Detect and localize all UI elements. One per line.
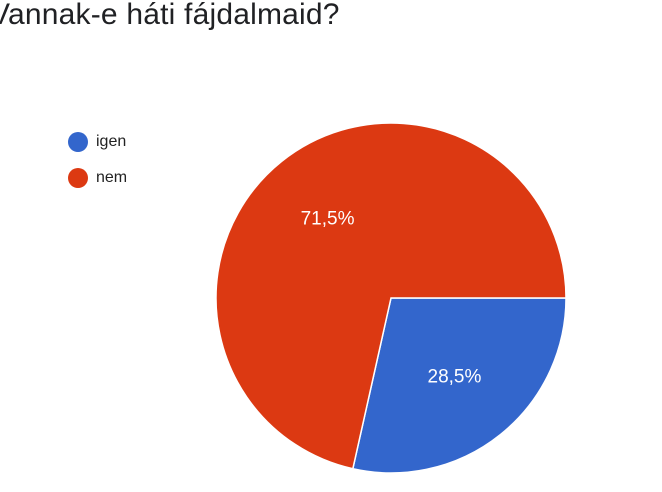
chart-title: Vannak-e háti fájdalmaid? bbox=[0, 0, 340, 31]
legend-item-nem[interactable]: nem bbox=[68, 166, 127, 190]
legend-swatch-igen bbox=[68, 132, 88, 152]
pie-slice-label-nem: 71,5% bbox=[301, 208, 355, 229]
legend-item-igen[interactable]: igen bbox=[68, 130, 127, 154]
legend-label-nem: nem bbox=[96, 169, 128, 186]
legend: igen nem bbox=[68, 130, 127, 202]
legend-label-igen: igen bbox=[96, 133, 127, 150]
pie-slice-label-igen: 28,5% bbox=[428, 367, 482, 388]
legend-swatch-nem bbox=[68, 168, 88, 188]
pie-slice-nem[interactable] bbox=[215, 122, 567, 470]
pie-slice-igen[interactable] bbox=[351, 297, 567, 474]
